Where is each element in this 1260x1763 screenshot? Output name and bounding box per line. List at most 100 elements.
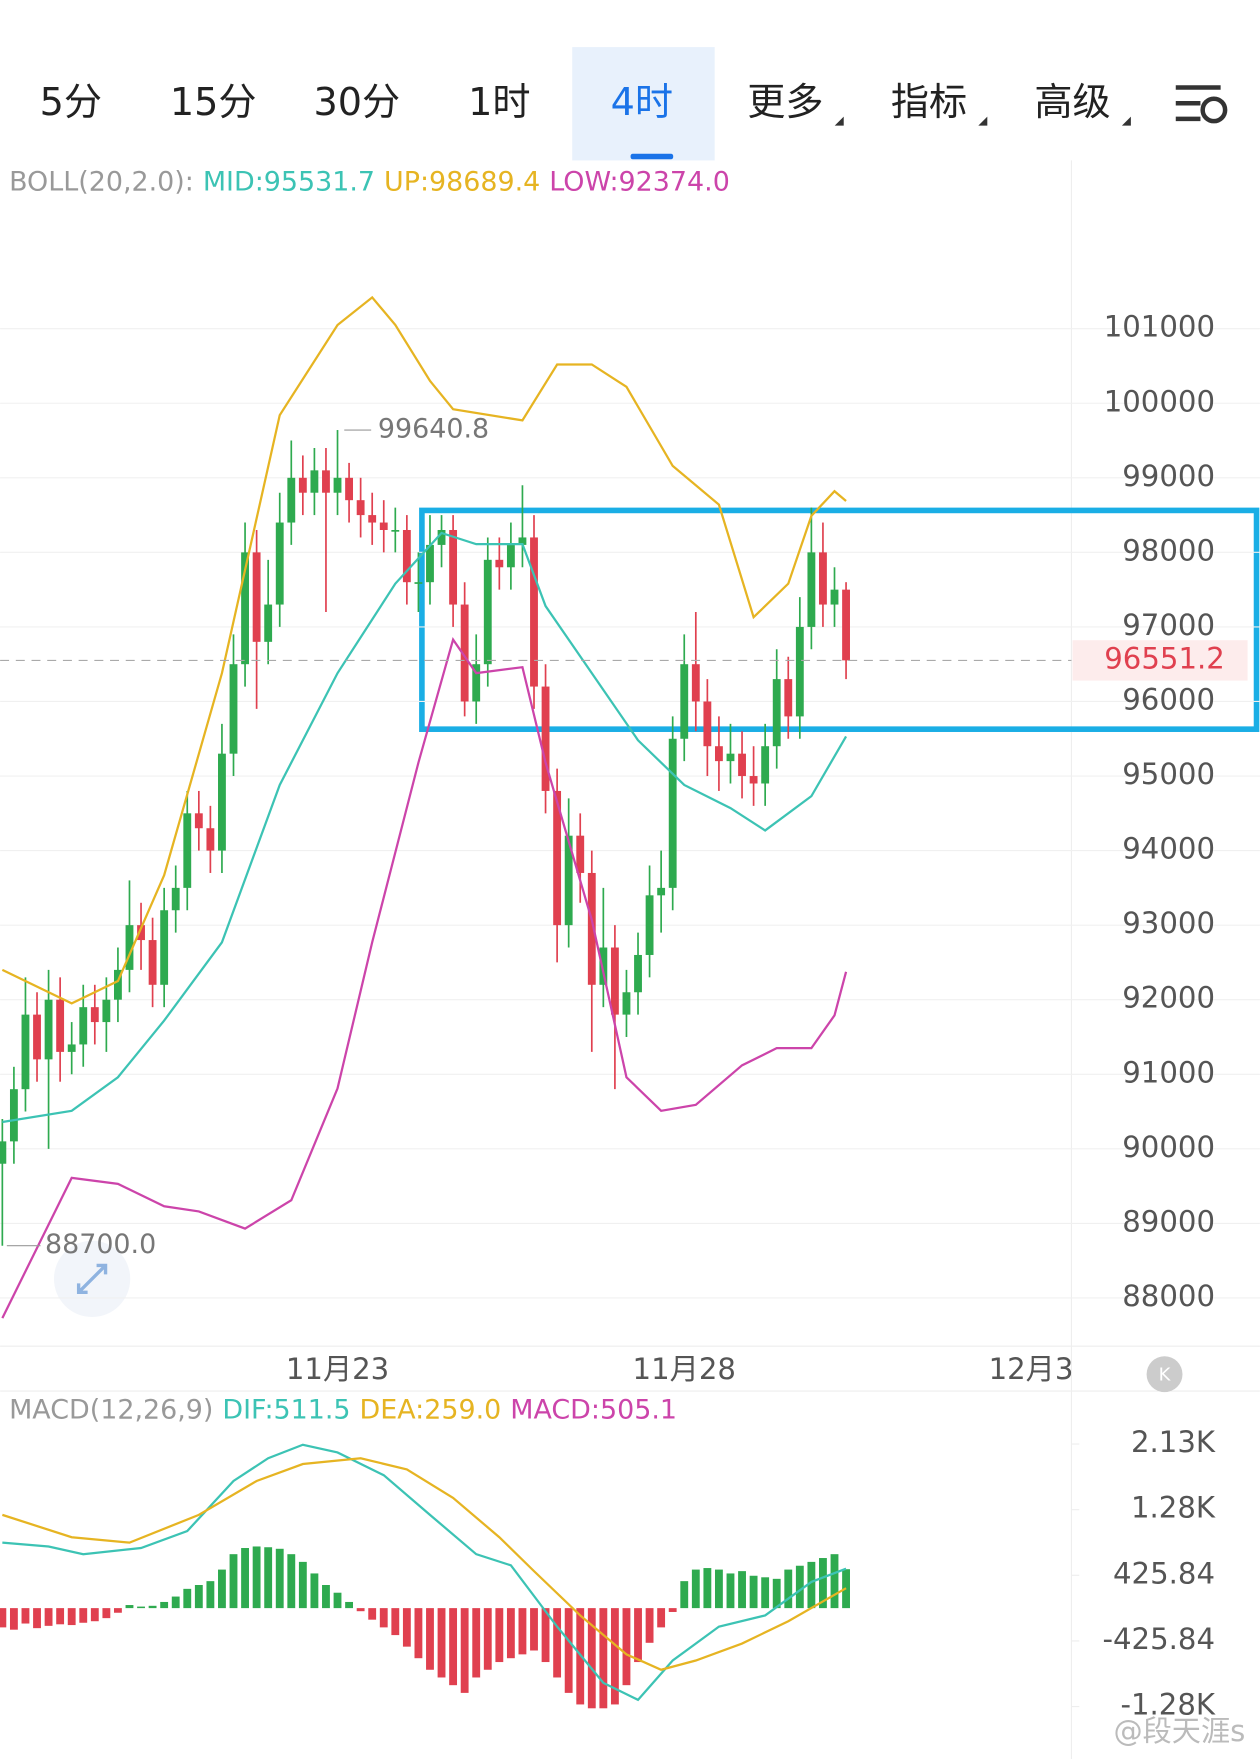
candle-body [460, 604, 469, 702]
watermark: @段天涯s [1113, 1714, 1245, 1748]
candle-body [67, 1044, 76, 1052]
macd-bar [437, 1608, 446, 1678]
macd-bar [298, 1561, 307, 1609]
candle-body [102, 999, 111, 1023]
candle-body [472, 664, 481, 702]
candle-body [21, 1014, 30, 1090]
macd-bar [622, 1608, 631, 1686]
macd-bar [518, 1608, 527, 1655]
legend-item: MACD(12,26,9) [9, 1395, 213, 1426]
candle-body [541, 686, 550, 791]
expand-icon [76, 1263, 108, 1295]
candle-body [530, 537, 538, 687]
macd-bar [772, 1578, 781, 1609]
macd-bar [680, 1581, 689, 1609]
y-tick-label: 100000 [1104, 384, 1215, 418]
candle-body [749, 776, 758, 784]
tab[interactable]: 高级 [1034, 80, 1110, 124]
macd-bar [0, 1608, 7, 1628]
indicator-line [2, 531, 848, 1124]
tab[interactable]: 30分 [314, 80, 401, 124]
candle-body [345, 477, 354, 501]
candle-body [703, 701, 712, 747]
candle-body [379, 522, 388, 530]
candle-body [137, 925, 145, 941]
candle-body [691, 664, 700, 702]
candle-body [819, 552, 827, 605]
candle-body [391, 529, 400, 532]
macd-bar [610, 1608, 619, 1705]
candle-body [645, 895, 654, 955]
candle-body [160, 910, 169, 985]
tab[interactable]: 4时 [611, 80, 673, 124]
candle-body [0, 1141, 7, 1164]
tab[interactable]: 15分 [170, 80, 257, 124]
candle-body [506, 544, 515, 568]
candle-body [33, 1014, 41, 1060]
candle-body [657, 887, 666, 896]
candle-body [483, 559, 492, 665]
highlight-box [419, 507, 1260, 732]
y-tick-label: 2.13K [1131, 1425, 1216, 1459]
settings-icon[interactable] [1175, 85, 1228, 124]
macd-bar [668, 1608, 677, 1612]
y-tick-label: 93000 [1122, 906, 1215, 940]
macd-bar [322, 1585, 330, 1609]
tab[interactable]: 5分 [40, 80, 102, 124]
indicator-line [2, 1443, 847, 1702]
k-button[interactable] [1146, 1356, 1183, 1393]
candle-body [56, 999, 65, 1052]
macd-bar [21, 1608, 30, 1624]
candle-body [44, 999, 53, 1060]
macd-bar [67, 1608, 76, 1626]
y-tick-label: 95000 [1122, 757, 1215, 791]
macd-bar [714, 1569, 723, 1609]
candle-body [298, 477, 307, 493]
tab[interactable]: 指标 [891, 80, 967, 124]
candle-body [830, 589, 839, 605]
macd-bar [449, 1608, 458, 1686]
macd-bar [530, 1608, 538, 1651]
macd-bar [79, 1608, 88, 1623]
active-tab-bg [572, 47, 715, 161]
legend-item: UP:98689.4 [384, 166, 540, 197]
candle-body [761, 746, 770, 784]
legend-item: LOW:92374.0 [549, 166, 730, 197]
tab[interactable]: 1时 [468, 80, 530, 124]
candle-body [622, 992, 631, 1015]
legend-item: BOLL(20,2.0): [9, 166, 194, 197]
y-tick-label: 101000 [1104, 310, 1215, 344]
y-tick-label: 90000 [1122, 1130, 1215, 1164]
tab[interactable]: 更多 [747, 80, 823, 124]
macd-bar [657, 1608, 666, 1628]
candle-body [368, 515, 377, 523]
y-tick-label: 89000 [1122, 1204, 1215, 1238]
candle-body [668, 738, 677, 888]
legend-item: DIF:511.5 [222, 1395, 350, 1426]
macd-bar [148, 1605, 157, 1609]
candle-body [148, 940, 157, 985]
candle-body [241, 552, 249, 665]
legend-item: DEA:259.0 [360, 1395, 502, 1426]
macd-bar [495, 1608, 504, 1663]
y-tick-label: 97000 [1122, 608, 1215, 642]
candle-body [576, 835, 585, 873]
candle-body [807, 552, 816, 627]
candle-body [9, 1089, 18, 1142]
macd-bar [206, 1581, 215, 1609]
y-tick-label: 98000 [1122, 533, 1215, 567]
macd-bar [807, 1561, 816, 1609]
macd-bar [44, 1608, 53, 1626]
tab-underline [630, 153, 674, 160]
y-tick-label: 425.84 [1113, 1556, 1215, 1590]
macd-bar [379, 1608, 388, 1628]
macd-bar [634, 1608, 642, 1663]
candle-body [495, 559, 504, 568]
x-tick-label: 12月3 [989, 1352, 1074, 1386]
candle-body [449, 529, 458, 605]
macd-bar [125, 1605, 134, 1609]
y-tick-label: 88000 [1122, 1279, 1215, 1313]
price-label: 96551.2 [1104, 641, 1225, 675]
macd-bar [310, 1573, 319, 1609]
macd-bar [426, 1608, 434, 1670]
